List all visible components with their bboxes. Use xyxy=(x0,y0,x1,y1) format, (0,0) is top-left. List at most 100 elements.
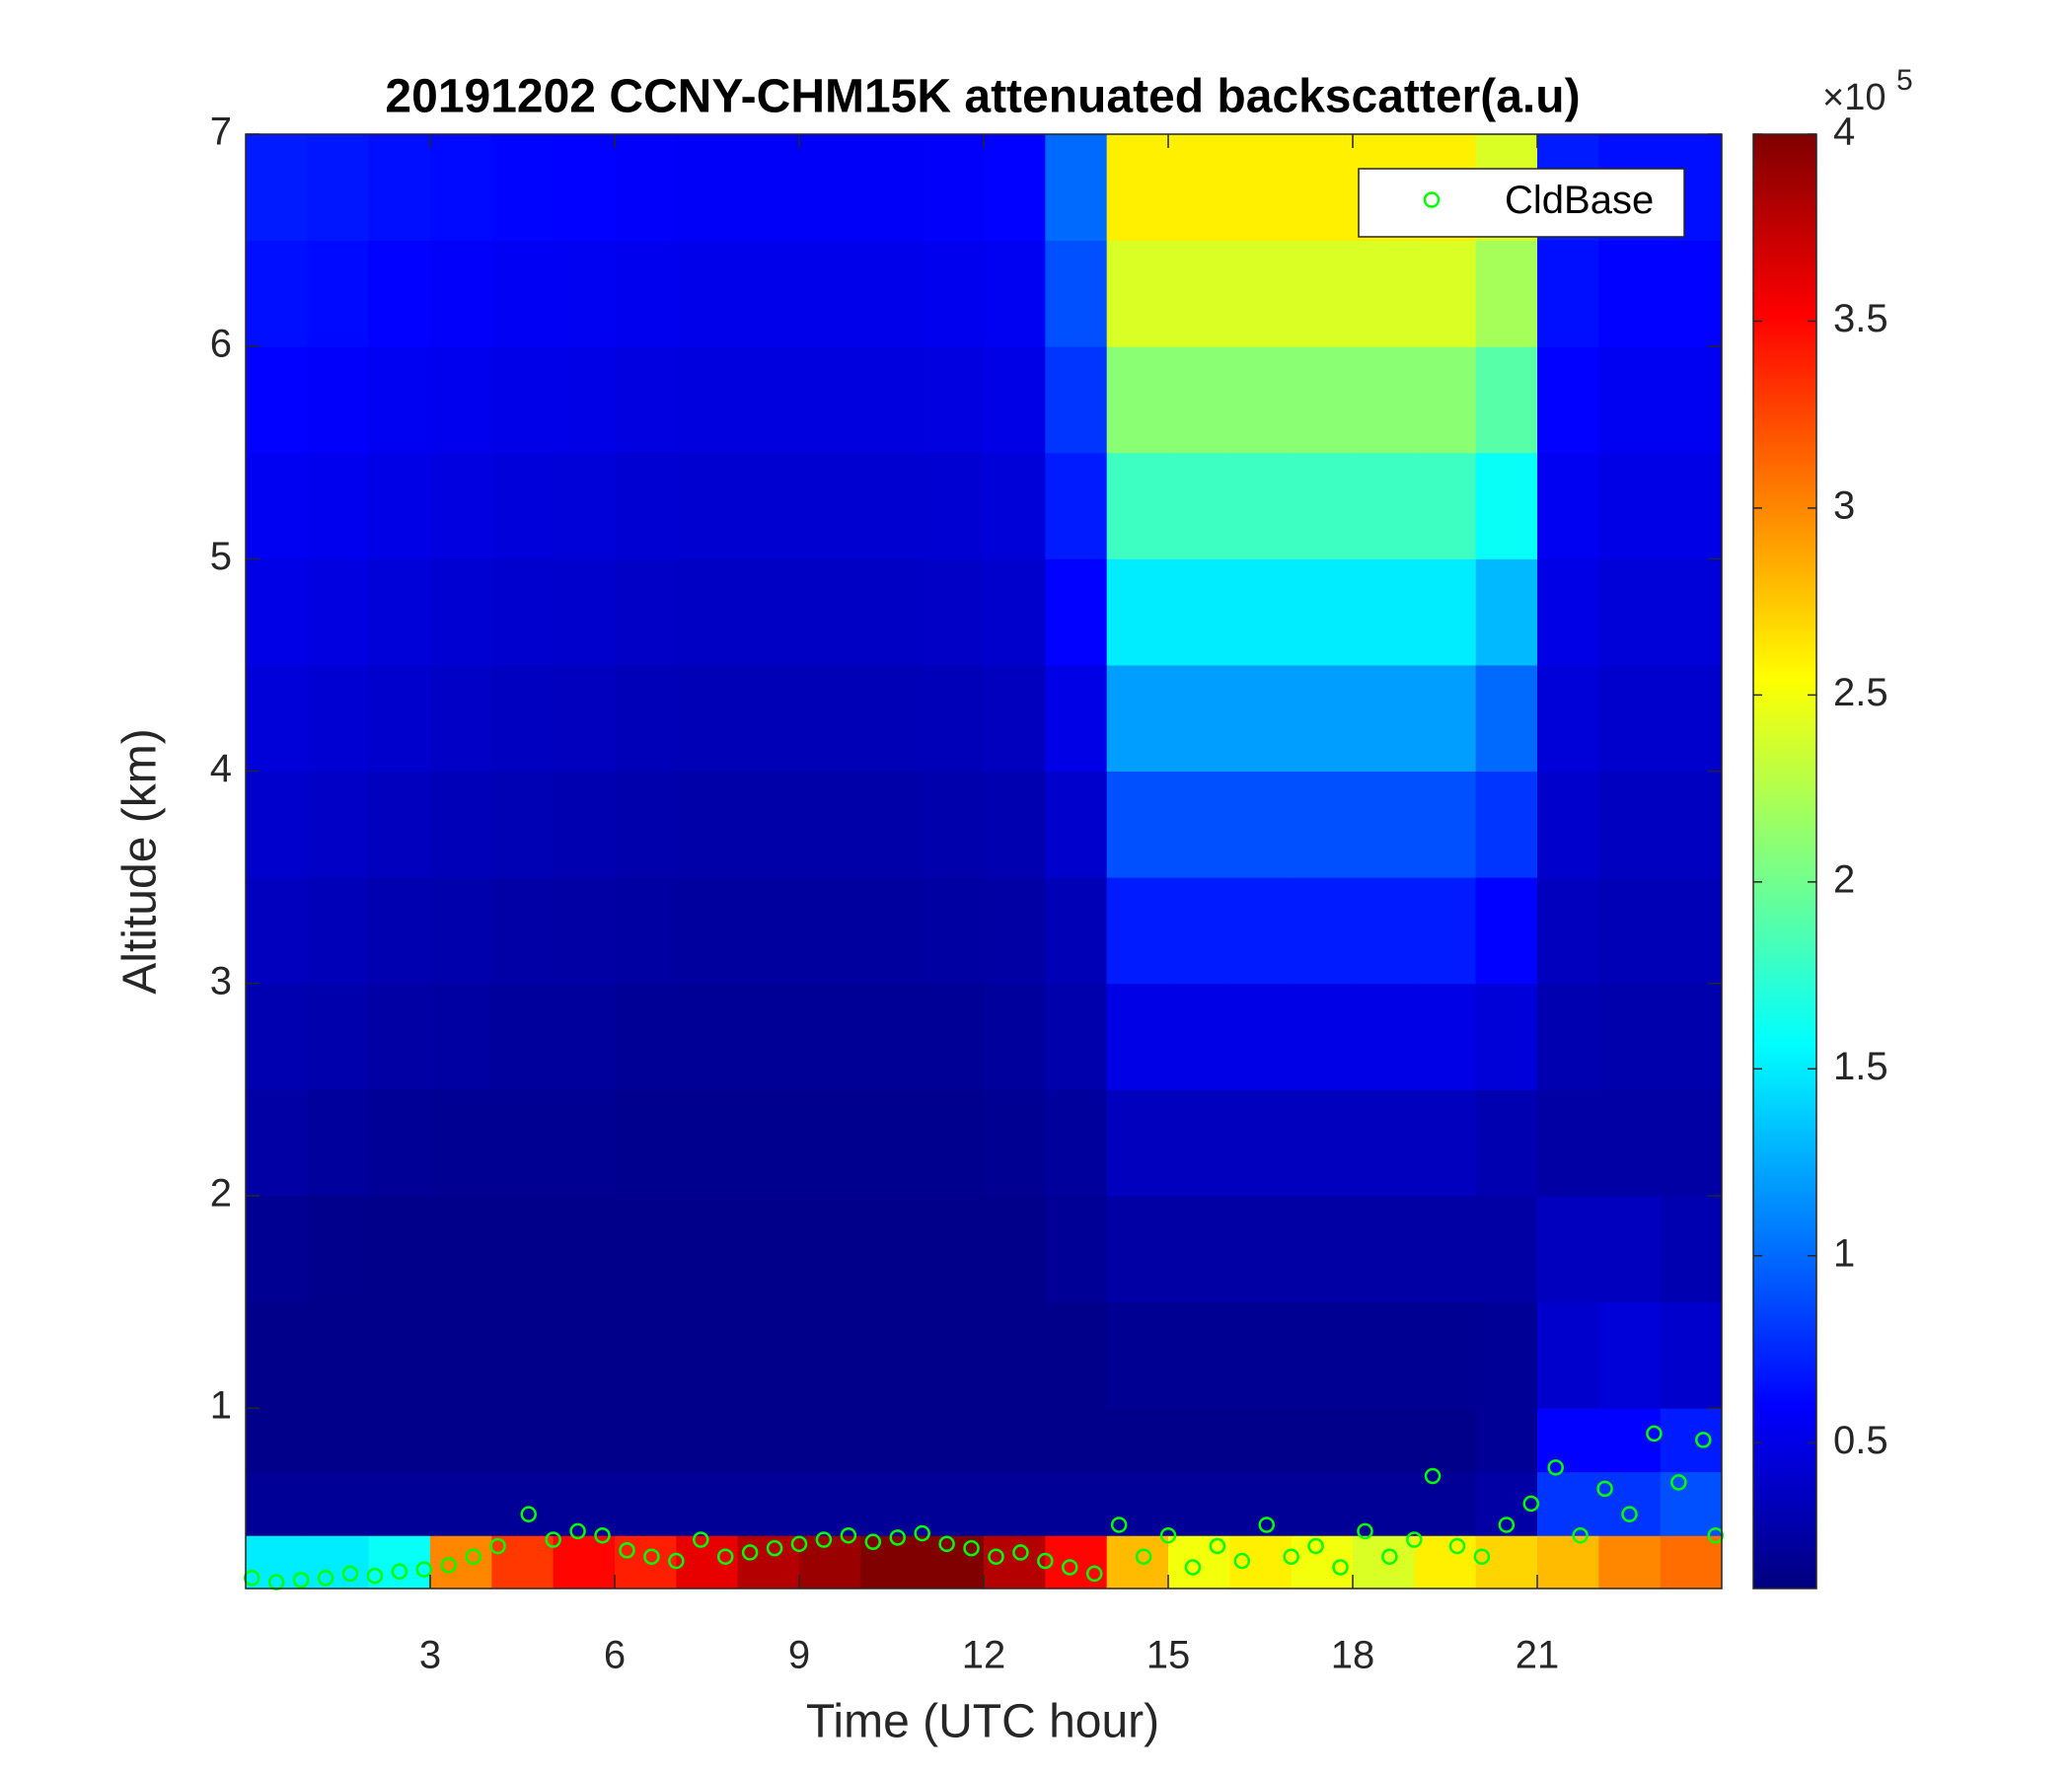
heatmap-cell xyxy=(1106,664,1169,773)
heatmap-cell xyxy=(1106,452,1169,559)
heatmap-cell xyxy=(553,346,616,454)
heatmap-cell xyxy=(246,877,308,985)
heatmap-cell xyxy=(1475,1301,1538,1409)
heatmap-cell xyxy=(1045,1408,1108,1473)
heatmap-cell xyxy=(615,1408,677,1473)
x-tick-label: 12 xyxy=(962,1634,1006,1677)
y-tick-label: 3 xyxy=(210,959,232,1002)
colorbar-exponent: 5 xyxy=(1896,64,1913,97)
cloud-base-marker xyxy=(1596,1480,1613,1498)
heatmap-cell xyxy=(307,1089,370,1197)
cloud-base-marker xyxy=(693,1531,709,1548)
heatmap-cell xyxy=(1106,1089,1169,1197)
heatmap-cell xyxy=(246,983,308,1090)
heatmap-cell xyxy=(246,771,308,878)
heatmap-cell xyxy=(1475,983,1538,1090)
cloud-base-marker xyxy=(1307,1537,1324,1555)
heatmap-cell xyxy=(1598,1535,1662,1590)
heatmap-cell xyxy=(1475,877,1538,985)
cloud-base-marker xyxy=(815,1531,833,1548)
cloud-base-marker xyxy=(366,1567,384,1585)
x-tick-label: 21 xyxy=(1516,1634,1560,1677)
heatmap-cell xyxy=(246,1195,308,1303)
heatmap-cell xyxy=(860,771,924,878)
heatmap-cell xyxy=(615,452,677,559)
heatmap-cell xyxy=(799,877,861,985)
heatmap-cell xyxy=(430,1471,492,1536)
heatmap-cell xyxy=(1414,1195,1477,1303)
cloud-base-marker xyxy=(766,1539,783,1557)
cloud-base-marker xyxy=(619,1542,635,1559)
cloud-base-marker xyxy=(465,1548,481,1565)
heatmap-cell xyxy=(430,983,492,1090)
heatmap-cell xyxy=(1106,240,1169,347)
cloud-base-marker xyxy=(440,1557,457,1574)
heatmap-cell xyxy=(799,1408,861,1473)
heatmap-cell xyxy=(246,346,308,454)
heatmap-cell xyxy=(368,983,431,1090)
heatmap-cell xyxy=(1168,1089,1230,1197)
heatmap-cell xyxy=(676,346,739,454)
colorbar-tick-label: 4 xyxy=(1833,111,1855,154)
heatmap-cell xyxy=(1106,558,1169,666)
heatmap-cell xyxy=(430,452,492,559)
heatmap-cell xyxy=(1414,346,1477,454)
heatmap xyxy=(246,134,1723,1590)
heatmap-cell xyxy=(307,983,370,1090)
heatmap-cell xyxy=(368,134,431,242)
heatmap-cell xyxy=(799,452,861,559)
heatmap-cell xyxy=(1660,1408,1723,1473)
heatmap-cell xyxy=(922,1301,985,1409)
heatmap-cell xyxy=(368,664,431,773)
heatmap-cell xyxy=(1168,558,1230,666)
heatmap-cell xyxy=(491,1089,555,1197)
heatmap-cell xyxy=(307,1408,370,1473)
heatmap-cell xyxy=(553,1471,616,1536)
heatmap-cell xyxy=(553,1195,616,1303)
cloud-base-marker xyxy=(840,1526,857,1544)
heatmap-cell xyxy=(246,558,308,666)
heatmap-cell xyxy=(491,240,555,347)
cloud-base-marker xyxy=(914,1524,930,1542)
heatmap-cell xyxy=(1229,134,1293,242)
heatmap-cell xyxy=(246,664,308,773)
heatmap-cell xyxy=(1106,877,1169,985)
cloud-base-marker xyxy=(1233,1552,1251,1570)
heatmap-cell xyxy=(491,1408,555,1473)
heatmap-cell xyxy=(676,983,739,1090)
heatmap-cell xyxy=(307,877,370,985)
heatmap-cell xyxy=(491,1195,555,1303)
cloud-base-marker xyxy=(1135,1548,1152,1565)
heatmap-cell xyxy=(553,452,616,559)
heatmap-cell xyxy=(1414,1408,1477,1473)
heatmap-cell xyxy=(430,346,492,454)
cloud-base-marker xyxy=(643,1548,660,1565)
heatmap-cell xyxy=(1229,1089,1293,1197)
heatmap-cell xyxy=(1045,983,1108,1090)
heatmap-cell xyxy=(368,346,431,454)
heatmap-cell xyxy=(615,877,677,985)
heatmap-cell xyxy=(1660,1301,1723,1409)
heatmap-cell xyxy=(1353,877,1415,985)
heatmap-cell xyxy=(1598,240,1662,347)
heatmap-cell xyxy=(1045,1195,1108,1303)
heatmap-cell xyxy=(1291,1408,1354,1473)
heatmap-cell xyxy=(1168,452,1230,559)
cloud-base-marker xyxy=(1621,1506,1638,1522)
heatmap-cell xyxy=(1045,134,1108,242)
heatmap-cell xyxy=(799,1471,861,1536)
heatmap-cell xyxy=(368,1195,431,1303)
heatmap-cell xyxy=(984,1471,1046,1536)
heatmap-cell xyxy=(1106,1408,1169,1473)
heatmap-cell xyxy=(860,983,924,1090)
heatmap-cell xyxy=(246,134,308,242)
heatmap-cell xyxy=(1291,558,1354,666)
heatmap-cell xyxy=(553,1535,616,1590)
colorbar-tick-label: 3 xyxy=(1833,483,1855,527)
heatmap-cell xyxy=(799,983,861,1090)
cloud-base-marker xyxy=(1258,1517,1275,1533)
heatmap-cell xyxy=(615,1301,677,1409)
heatmap-cell xyxy=(1414,1089,1477,1197)
heatmap-cell xyxy=(1106,134,1169,242)
cloud-base-marker xyxy=(1406,1531,1423,1548)
